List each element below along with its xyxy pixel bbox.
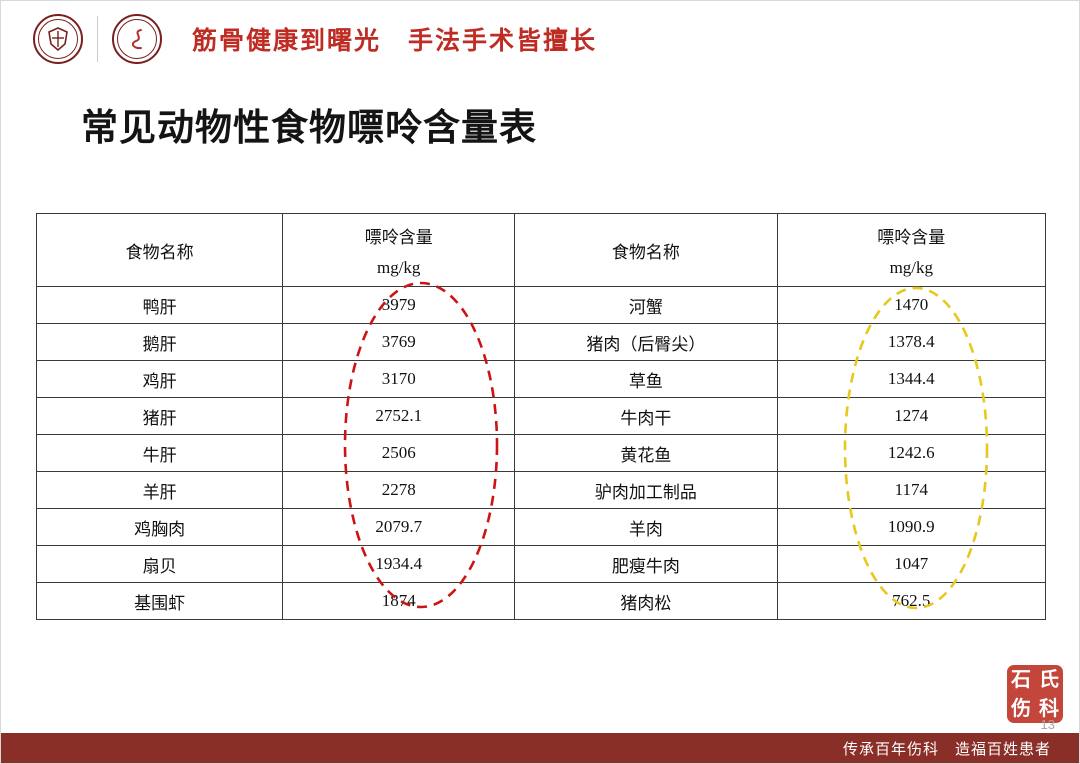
seal-character: 伤	[1011, 697, 1031, 720]
food-name-cell: 猪肉松	[514, 582, 778, 620]
food-name-cell: 猪肉（后臀尖）	[514, 323, 778, 361]
purine-value-cell: 2506	[282, 434, 516, 472]
food-name-cell: 黄花鱼	[514, 434, 778, 472]
food-name-cell: 扇贝	[35, 545, 284, 583]
food-name-cell: 河蟹	[514, 286, 778, 324]
purine-header-label: 嘌呤含量	[877, 227, 946, 247]
purine-value-cell: 2278	[282, 471, 516, 509]
purine-value-cell: 1874	[282, 582, 516, 620]
footer-slogan: 传承百年伤科 造福百姓患者	[842, 740, 1051, 758]
purine-table-container: 食物名称 嘌呤含量 mg/kg 食物名称 嘌呤含量 mg/kg 鸭肝 3979	[35, 213, 1047, 620]
top-header-bar: 筋骨健康到曙光 手法手术皆擅长	[1, 1, 1079, 77]
purine-value-cell: 2752.1	[282, 397, 516, 435]
food-name-cell: 猪肝	[35, 397, 284, 435]
purine-value-cell: 1378.4	[776, 323, 1047, 361]
logo-divider	[97, 16, 98, 62]
page-title: 常见动物性食物嘌呤含量表	[81, 107, 537, 148]
purine-value-cell: 762.5	[776, 582, 1047, 620]
column-header-purine-left: 嘌呤含量 mg/kg	[282, 213, 516, 287]
column-header-food-left: 食物名称	[35, 213, 284, 287]
header-slogan: 筋骨健康到曙光 手法手术皆擅长	[192, 27, 598, 55]
food-name-cell: 基围虾	[35, 582, 284, 620]
purine-value-cell: 3170	[282, 360, 516, 398]
table-row: 猪肝 2752.1 牛肉干 1274	[35, 397, 1047, 435]
purine-value-cell: 1090.9	[776, 508, 1047, 546]
purine-value-cell: 3979	[282, 286, 516, 324]
purine-value-cell: 1934.4	[282, 545, 516, 583]
food-name-cell: 肥瘦牛肉	[514, 545, 778, 583]
seal-character: 科	[1039, 697, 1059, 720]
seal-character: 石	[1011, 668, 1031, 691]
purine-value-cell: 1274	[776, 397, 1047, 435]
page-number: 13	[1040, 717, 1055, 732]
shishi-seal-icon: 石 氏 伤 科	[1007, 665, 1063, 723]
seal-character: 氏	[1039, 668, 1059, 691]
shield-emblem-icon	[48, 27, 68, 51]
table-row: 牛肝 2506 黄花鱼 1242.6	[35, 434, 1047, 472]
food-name-cell: 鸡肝	[35, 360, 284, 398]
purine-value-cell: 2079.7	[282, 508, 516, 546]
food-name-cell: 羊肝	[35, 471, 284, 509]
purine-value-cell: 1242.6	[776, 434, 1047, 472]
table-row: 鹅肝 3769 猪肉（后臀尖） 1378.4	[35, 323, 1047, 361]
purine-value-cell: 1344.4	[776, 360, 1047, 398]
food-name-cell: 草鱼	[514, 360, 778, 398]
table-row: 鸡肝 3170 草鱼 1344.4	[35, 360, 1047, 398]
food-name-cell: 羊肉	[514, 508, 778, 546]
purine-header-unit: mg/kg	[376, 257, 421, 277]
purine-value-cell: 3769	[282, 323, 516, 361]
purine-value-cell: 1470	[776, 286, 1047, 324]
bottom-footer-bar: 传承百年伤科 造福百姓患者	[1, 733, 1079, 763]
purine-header-unit: mg/kg	[889, 257, 934, 277]
table-row: 鸭肝 3979 河蟹 1470	[35, 286, 1047, 324]
column-header-purine-right: 嘌呤含量 mg/kg	[776, 213, 1047, 287]
food-name-cell: 鹅肝	[35, 323, 284, 361]
purine-content-table: 食物名称 嘌呤含量 mg/kg 食物名称 嘌呤含量 mg/kg 鸭肝 3979	[35, 213, 1047, 620]
purine-value-cell: 1047	[776, 545, 1047, 583]
food-name-cell: 牛肝	[35, 434, 284, 472]
table-header-row: 食物名称 嘌呤含量 mg/kg 食物名称 嘌呤含量 mg/kg	[35, 213, 1047, 287]
s-curve-emblem-icon	[131, 29, 142, 50]
hospital-logo-icon	[112, 14, 162, 64]
food-name-cell: 鸭肝	[35, 286, 284, 324]
table-row: 扇贝 1934.4 肥瘦牛肉 1047	[35, 545, 1047, 583]
university-logo-icon	[33, 14, 83, 64]
table-row: 羊肝 2278 驴肉加工制品 1174	[35, 471, 1047, 509]
purine-header-label: 嘌呤含量	[364, 227, 433, 247]
column-header-food-right: 食物名称	[514, 213, 778, 287]
food-name-cell: 牛肉干	[514, 397, 778, 435]
table-row: 鸡胸肉 2079.7 羊肉 1090.9	[35, 508, 1047, 546]
table-row: 基围虾 1874 猪肉松 762.5	[35, 582, 1047, 620]
food-name-cell: 驴肉加工制品	[514, 471, 778, 509]
purine-value-cell: 1174	[776, 471, 1047, 509]
food-name-cell: 鸡胸肉	[35, 508, 284, 546]
